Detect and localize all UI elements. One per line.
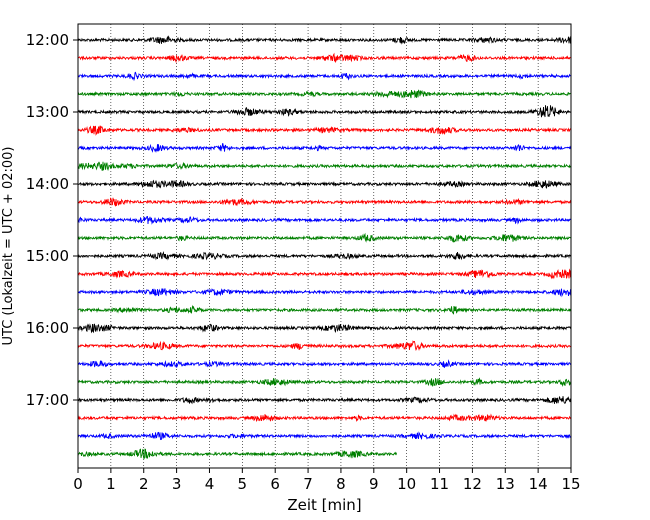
y-tick-label: 15:00 (26, 247, 69, 265)
x-tick-label: 2 (139, 475, 149, 493)
x-tick-label: 8 (336, 475, 346, 493)
seismic-trace (77, 52, 572, 64)
x-tick-label: 4 (205, 475, 215, 493)
plot-frame (77, 23, 572, 469)
seismic-trace (77, 89, 572, 99)
y-tick-label: 16:00 (26, 319, 69, 337)
x-tick-label: 9 (369, 475, 379, 493)
x-axis-label: Zeit [min] (287, 496, 361, 514)
y-tick-label: 17:00 (26, 391, 69, 409)
seismic-trace (77, 323, 572, 334)
seismic-trace (77, 179, 572, 189)
y-tick-label: 14:00 (26, 175, 69, 193)
x-tick-label: 7 (303, 475, 313, 493)
seismic-trace (77, 250, 572, 261)
x-tick-label: 1 (106, 475, 116, 493)
x-tick-label: 3 (172, 475, 182, 493)
seismic-trace (77, 197, 572, 207)
x-tick-label: 12 (463, 475, 482, 493)
seismic-trace (77, 268, 572, 280)
grid-lines (110, 24, 539, 468)
seismic-trace (77, 288, 572, 298)
seismic-trace (77, 215, 572, 225)
x-tick-label: 13 (496, 475, 515, 493)
x-tick-label: 5 (238, 475, 248, 493)
seismic-traces (77, 35, 572, 460)
x-tick-label: 14 (529, 475, 548, 493)
x-tick-label: 11 (430, 475, 449, 493)
seismic-trace (77, 35, 572, 45)
seismic-trace (77, 340, 572, 352)
x-tick-label: 10 (397, 475, 416, 493)
seismic-trace (77, 431, 572, 441)
seismic-trace (77, 304, 572, 315)
seismic-trace (77, 359, 572, 369)
seismic-trace (77, 232, 572, 243)
seismic-trace (77, 448, 397, 460)
y-axis-label: UTC (Lokalzeit = UTC + 02:00) (1, 147, 16, 346)
x-tick-label: 15 (561, 475, 580, 493)
seismic-trace (77, 143, 572, 154)
seismic-trace (77, 413, 572, 423)
seismic-trace (77, 161, 572, 172)
x-tick-label: 0 (73, 475, 83, 493)
x-axis-ticks: 0 1 2 3 4 5 6 7 8 9 10 11 12 13 14 15 (73, 468, 581, 493)
y-tick-label: 13:00 (26, 103, 69, 121)
seismic-trace (77, 71, 572, 82)
seismic-trace (77, 105, 572, 118)
seismic-trace (77, 396, 572, 405)
seismic-trace (77, 125, 572, 136)
x-tick-label: 6 (270, 475, 280, 493)
y-axis-ticks: 12:00 13:00 14:00 15:00 16:00 17:00 (26, 31, 78, 409)
seismic-trace (77, 377, 571, 388)
y-tick-label: 12:00 (26, 31, 69, 49)
